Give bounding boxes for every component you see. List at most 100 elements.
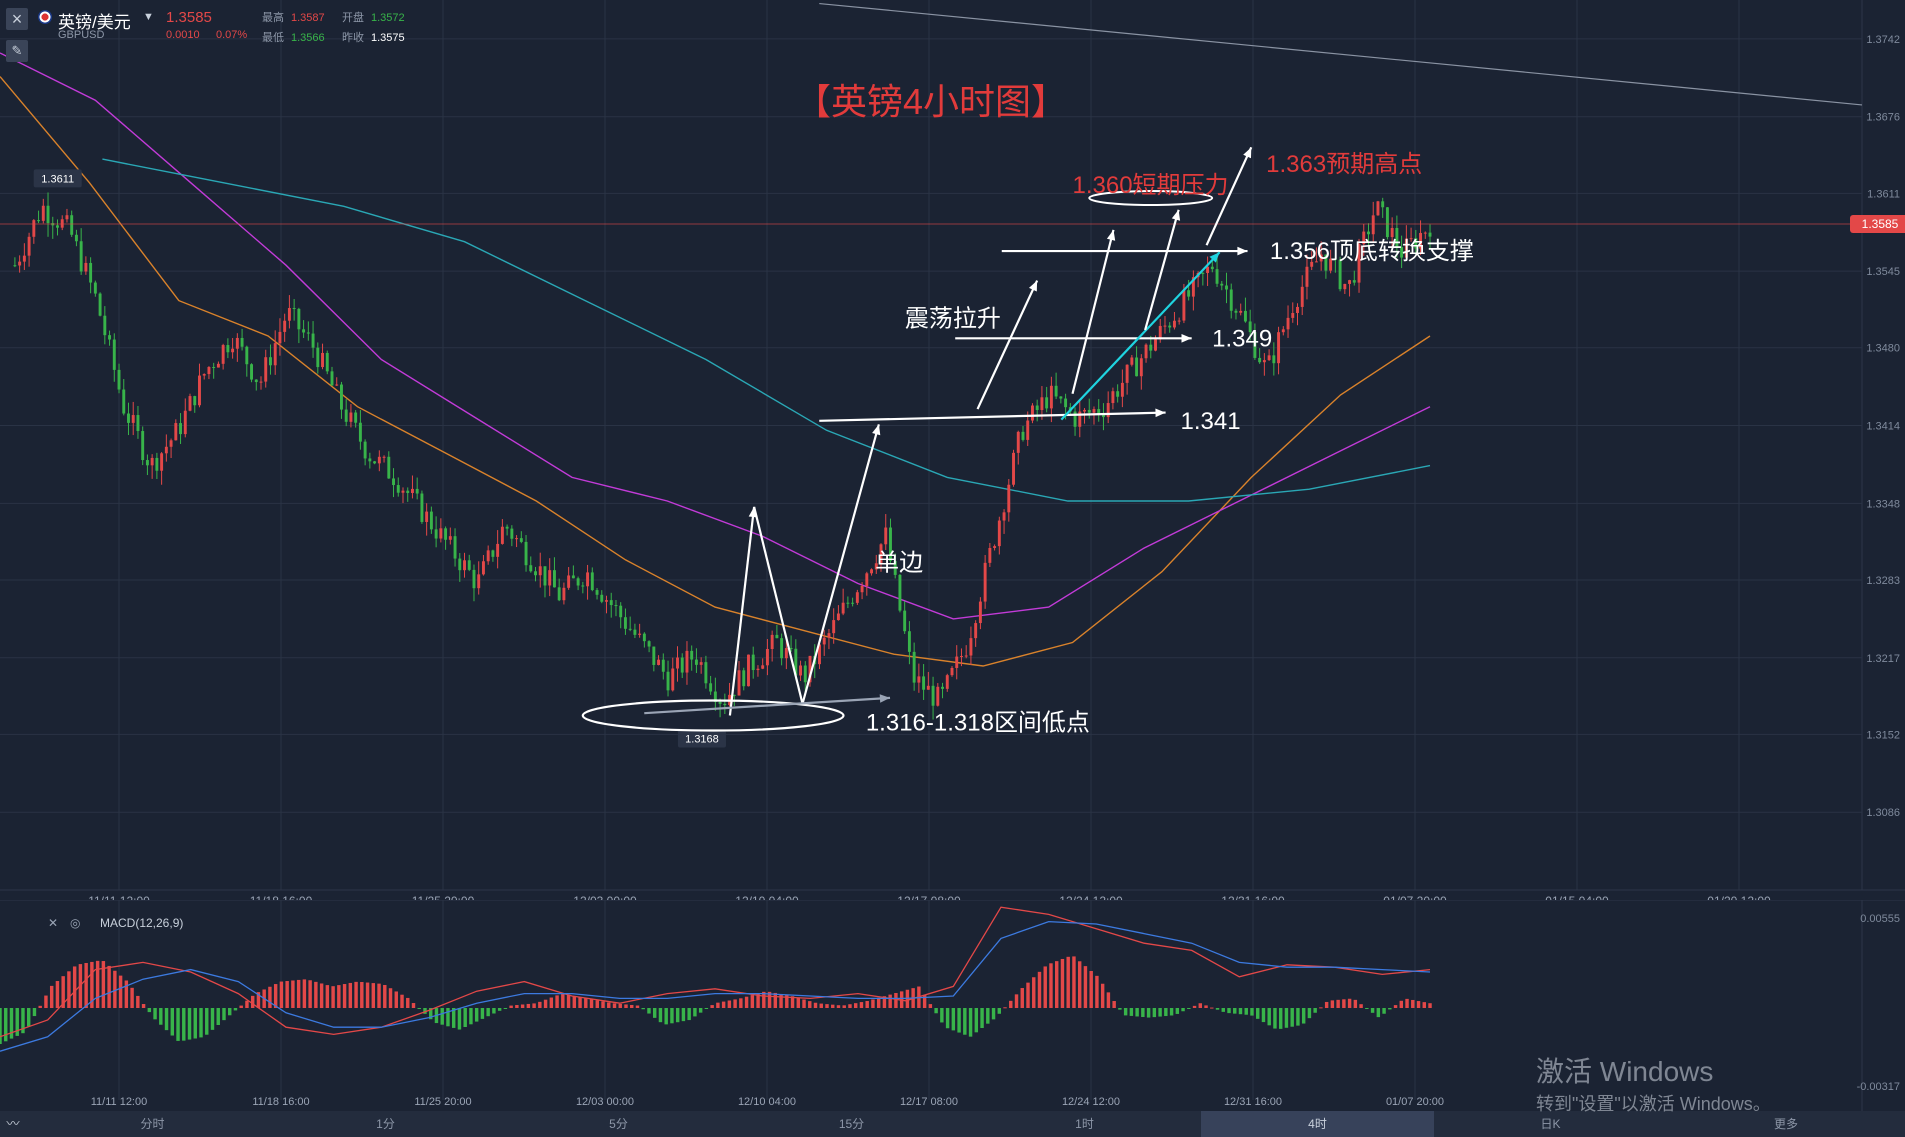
macd-histogram-bar (1290, 1008, 1294, 1027)
candle-body (46, 205, 50, 224)
macd-histogram-bar (377, 983, 381, 1008)
macd-settings-icon: ◎ (70, 916, 80, 930)
macd-histogram-bar (113, 970, 117, 1008)
macd-histogram-bar (164, 1008, 169, 1031)
tab-0[interactable]: 分时 (140, 1117, 165, 1131)
macd-histogram-bar (888, 994, 892, 1008)
macd-histogram-bar (658, 1008, 663, 1023)
macd-histogram-bar (268, 986, 272, 1008)
macd-histogram-bar (1324, 1001, 1329, 1008)
draw-tool-icon[interactable]: ✎ (6, 40, 28, 62)
macd-histogram-bar (1313, 1008, 1317, 1013)
tab-3[interactable]: 15分 (838, 1117, 865, 1131)
tab-4[interactable]: 1时 (1075, 1117, 1094, 1131)
macd-histogram-bar (1365, 1008, 1369, 1009)
candle-body (1215, 269, 1219, 284)
candle-body (680, 657, 684, 673)
tab-1[interactable]: 1分 (376, 1117, 395, 1131)
macd-title: MACD(12,26,9) (100, 916, 183, 930)
macd-histogram-bar (739, 998, 743, 1008)
tab-6[interactable]: 日K (1540, 1117, 1561, 1131)
main-price-chart[interactable]: 1.3742 1.3676 1.3611 1.3545 1.3480 1.3414 1.33… (0, 0, 1905, 900)
macd-x-tick: 12/10 04:00 (738, 1096, 796, 1108)
candle-body (609, 600, 613, 606)
candle-body (1352, 280, 1356, 283)
macd-histogram-bar (348, 982, 353, 1008)
macd-histogram-bar (457, 1008, 462, 1030)
candle-body (1064, 398, 1068, 408)
candle-body (1234, 310, 1238, 313)
candle-body (1243, 310, 1247, 322)
high-stat: 最高 1.3587 (262, 12, 325, 24)
candle-body (287, 308, 291, 321)
candle-body (392, 478, 395, 486)
candle-body (188, 396, 192, 411)
macd-histogram-bar (233, 1008, 238, 1011)
candle-body (515, 538, 519, 540)
macd-histogram-bar (716, 1002, 720, 1008)
candle-body (884, 527, 888, 545)
candle-body (444, 528, 448, 540)
macd-histogram-bar (1284, 1008, 1289, 1028)
symbol-name[interactable]: 英镑/美元 (58, 13, 131, 32)
candle-body (581, 585, 585, 587)
macd-histogram-bar (1106, 992, 1111, 1008)
macd-histogram-bar (670, 1008, 674, 1024)
candle-body (434, 529, 438, 539)
macd-histogram-bar (1393, 1005, 1398, 1008)
candle-body (259, 381, 263, 383)
close-icon[interactable]: × (6, 8, 28, 30)
y-tick-label: 1.3217 (1866, 653, 1900, 665)
ma-line-ma-teal (102, 158, 1431, 502)
candle-body (851, 602, 855, 604)
candle-body (623, 617, 627, 629)
macd-histogram-bar (84, 963, 88, 1008)
candle-body (1286, 317, 1290, 330)
macd-histogram-bar (986, 1008, 990, 1024)
candle-body (803, 665, 807, 683)
candle-body (657, 659, 661, 665)
candle-body (836, 613, 840, 621)
target-arrow (1205, 146, 1253, 246)
candle-body (941, 686, 944, 689)
macd-histogram-bar (1347, 998, 1352, 1008)
macd-histogram-bar (721, 1001, 726, 1008)
macd-histogram-bar (1370, 1008, 1375, 1013)
macd-histogram-bar (578, 997, 582, 1008)
candle-body (1059, 396, 1063, 399)
candle-body (108, 335, 112, 340)
chart-type-icon[interactable]: 〰 (6, 1116, 20, 1131)
macd-histogram-bar (176, 1008, 180, 1041)
tab-5[interactable]: 4时 (1201, 1111, 1434, 1137)
y-tick-label: 1.3545 (1866, 266, 1900, 278)
chevron-down-icon[interactable]: ▼ (143, 11, 154, 23)
macd-histogram-bar (285, 981, 289, 1008)
candle-body (264, 357, 268, 382)
candle-body (1258, 357, 1262, 363)
macd-histogram-bar (991, 1008, 996, 1020)
macd-histogram-bar (1399, 1000, 1404, 1008)
macd-histogram-bar (55, 981, 60, 1008)
macd-histogram-bar (618, 1003, 622, 1008)
candle-body (1130, 357, 1134, 365)
candle-body (1305, 266, 1309, 287)
candle-body (193, 396, 197, 406)
macd-histogram-bar (859, 1002, 864, 1008)
macd-histogram-bar (756, 993, 760, 1008)
macd-histogram-bar (446, 1008, 450, 1027)
macd-histogram-bar (199, 1008, 203, 1038)
tab-2[interactable]: 5分 (609, 1117, 628, 1131)
macd-panel[interactable]: 11/11 12:00 11/18 16:00 11/25 20:00 12/03 0… (0, 900, 1905, 1111)
macd-histogram-bar (526, 1003, 531, 1008)
candle-body (325, 352, 329, 372)
macd-x-tick: 11/25 20:00 (414, 1096, 471, 1108)
tab-7[interactable]: 更多 (1773, 1117, 1798, 1131)
last-price: 1.3585 (166, 9, 212, 26)
candle-body (775, 634, 779, 639)
cyan-trendline (1060, 251, 1221, 421)
candle-body (510, 528, 514, 539)
macd-histogram-bar (963, 1008, 967, 1035)
macd-histogram-bar (159, 1008, 163, 1025)
macd-histogram-bar (842, 1005, 846, 1008)
macd-histogram-bar (951, 1008, 956, 1031)
